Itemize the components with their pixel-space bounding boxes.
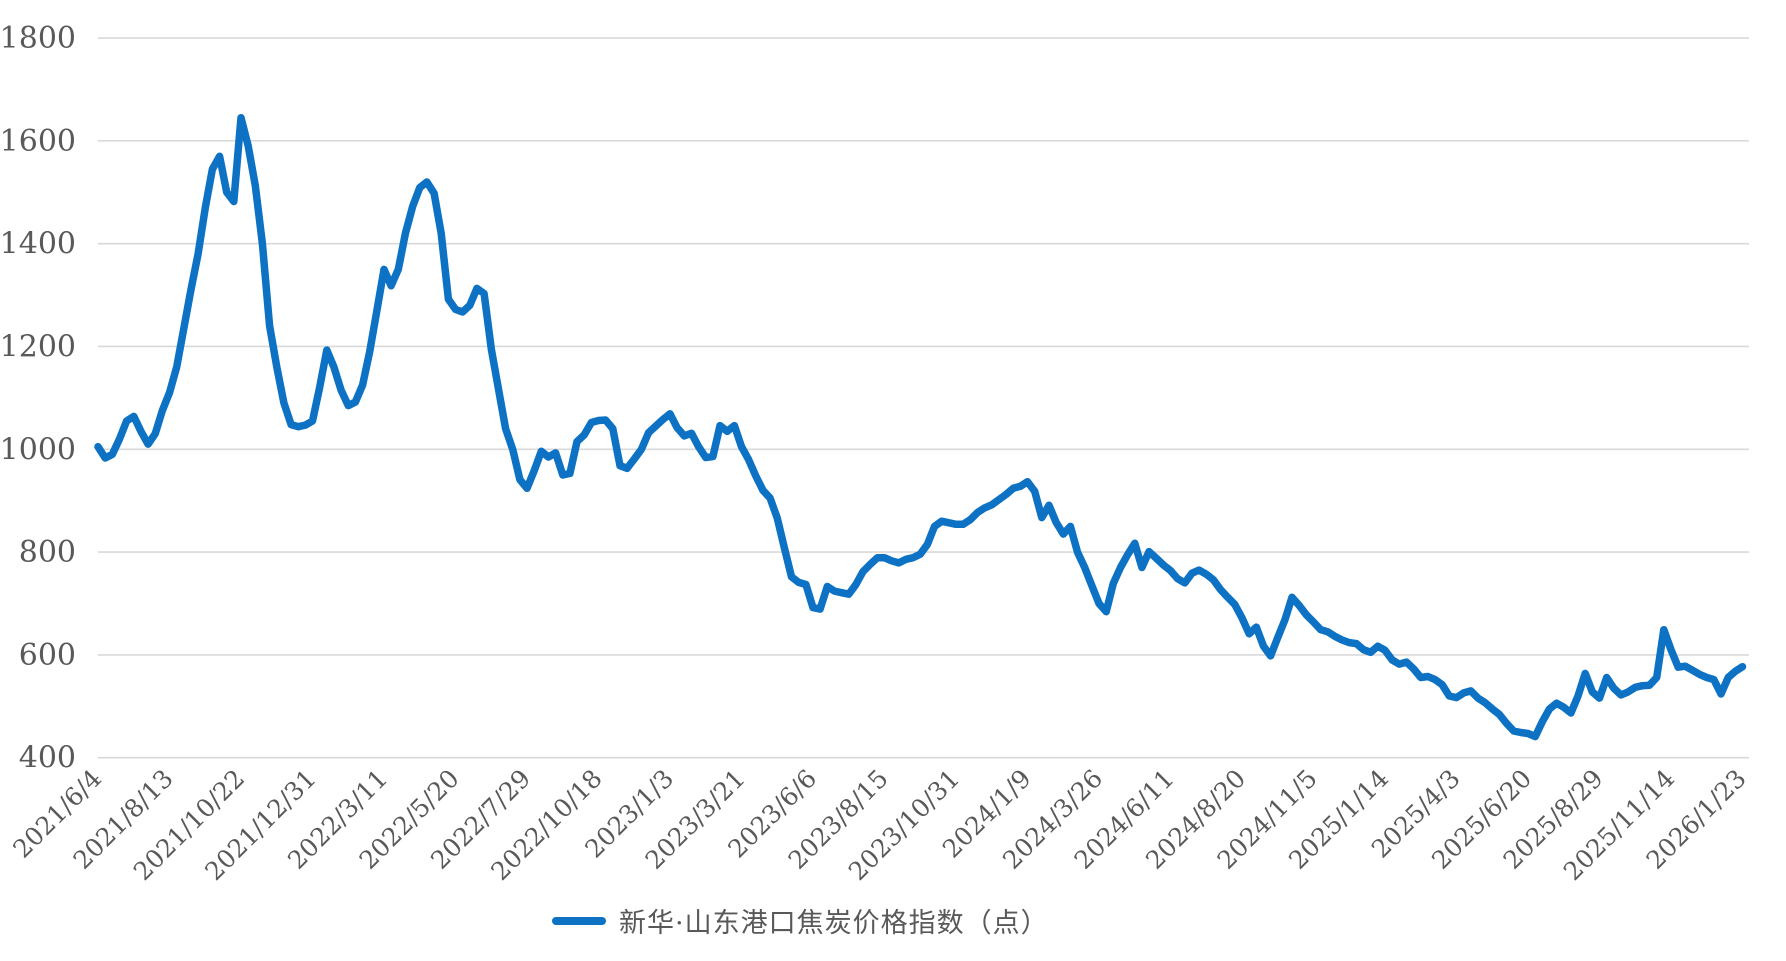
y-axis-tick-label: 400 [19,741,76,776]
y-axis-tick-label: 1400 [0,227,76,262]
y-axis-tick-label: 1800 [0,21,76,56]
y-axis-tick-label: 800 [19,535,76,570]
y-axis-tick-label: 600 [19,638,76,673]
legend-line-marker [552,916,606,925]
price-index-series-line [94,113,1747,741]
y-axis-tick-label: 1200 [0,329,76,364]
chart-legend: 新华·山东港口焦炭价格指数（点） [552,901,1049,940]
y-axis-tick-label: 1600 [0,124,76,159]
legend-series-label: 新华·山东港口焦炭价格指数（点） [619,908,1049,939]
y-axis-tick-label: 1000 [0,432,76,467]
